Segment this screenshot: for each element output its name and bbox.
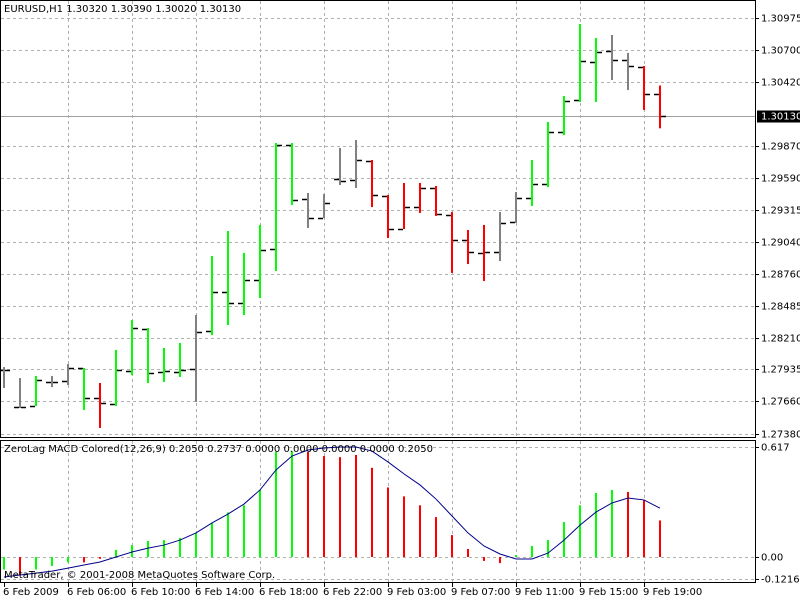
y-tick-label: 1.28210 <box>761 334 800 345</box>
x-tick-label: 6 Feb 22:00 <box>323 587 382 598</box>
macd-title: ZeroLag MACD Colored(12,26,9) 0.2050 0.2… <box>4 444 433 455</box>
footer: MetaTrader, © 2001-2008 MetaQuotes Softw… <box>4 570 275 581</box>
y-tick-label: 1.30975 <box>761 14 800 25</box>
x-tick-label: 6 Feb 2009 <box>3 587 59 598</box>
y-tick-label: 0.617 <box>761 443 790 454</box>
y-tick-label: -0.1216 <box>761 575 800 586</box>
macd-frame <box>0 440 756 583</box>
x-tick-label: 6 Feb 18:00 <box>259 587 318 598</box>
chart-title: EURUSD,H1 1.30320 1.30390 1.30020 1.3013… <box>4 4 241 15</box>
y-tick-label: 1.27935 <box>761 365 800 376</box>
y-tick-label: 1.27660 <box>761 397 800 408</box>
y-tick-label: 1.29590 <box>761 174 800 185</box>
current-price-box <box>757 110 800 123</box>
y-tick-label: 1.28485 <box>761 302 800 313</box>
y-tick-label: 1.29040 <box>761 238 800 249</box>
x-tick-label: 9 Feb 07:00 <box>451 587 510 598</box>
y-tick-label: 1.28760 <box>761 270 800 281</box>
x-tick-label: 9 Feb 11:00 <box>515 587 574 598</box>
signal-line <box>3 446 661 578</box>
y-tick-label: 1.27380 <box>761 430 800 441</box>
x-tick-label: 6 Feb 14:00 <box>195 587 254 598</box>
y-tick-label: 1.30420 <box>761 78 800 89</box>
current-price-label: 1.30130 <box>761 112 800 123</box>
y-tick-label: 1.29870 <box>761 142 800 153</box>
y-tick-label: 0.00 <box>761 553 783 564</box>
x-tick-label: 9 Feb 15:00 <box>579 587 638 598</box>
main-frame <box>0 0 756 438</box>
y-tick-label: 1.29315 <box>761 206 800 217</box>
x-tick-label: 9 Feb 03:00 <box>387 587 446 598</box>
y-tick-label: 1.30700 <box>761 46 800 57</box>
x-tick-label: 6 Feb 10:00 <box>131 587 190 598</box>
x-tick-label: 6 Feb 06:00 <box>67 587 126 598</box>
x-tick-label: 9 Feb 19:00 <box>643 587 702 598</box>
